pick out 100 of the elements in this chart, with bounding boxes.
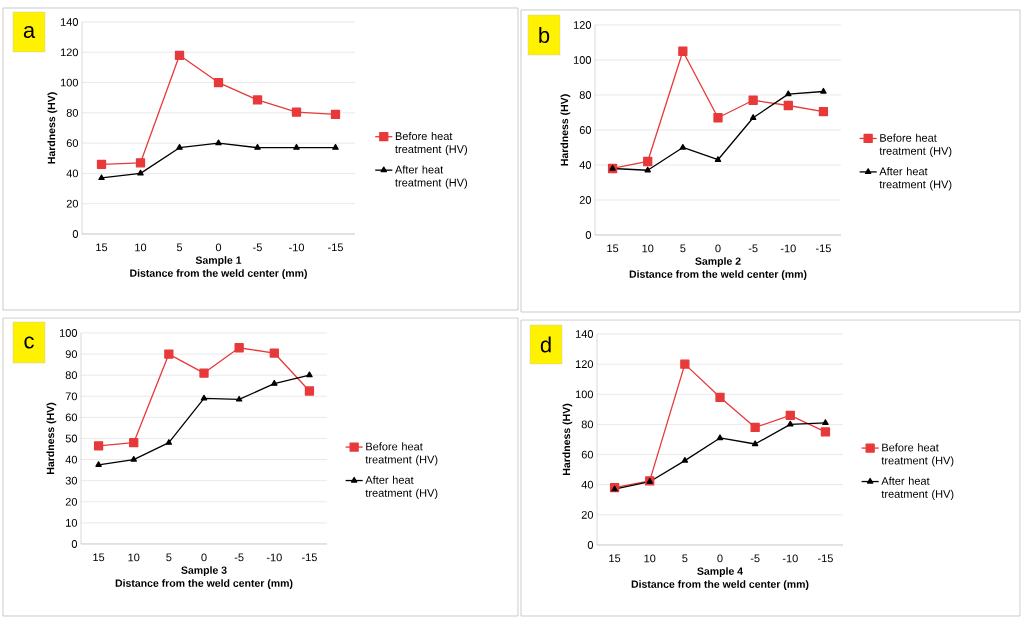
legend-label: Before heat treatment (HV)	[881, 443, 954, 467]
y-tick-label: 80	[66, 108, 79, 117]
point	[199, 368, 209, 378]
point	[750, 422, 760, 433]
y-tick-label: 140	[575, 330, 594, 338]
point	[165, 439, 173, 445]
point	[820, 87, 827, 94]
x-tick-label: 0	[201, 553, 207, 562]
x-axis-title: Distance from the weld center (mm)	[629, 270, 807, 280]
x-tick-label: 10	[644, 554, 656, 563]
point	[93, 441, 104, 451]
x-tick-label: -15	[817, 554, 833, 563]
point	[785, 410, 795, 421]
y-tick-label: 120	[60, 48, 79, 57]
text: Sample 3	[181, 566, 227, 576]
legend-label: After heat treatment (HV)	[879, 167, 952, 191]
y-tick-label: 20	[65, 497, 78, 506]
x-tick-label: 15	[607, 244, 619, 253]
x-tick-label: 0	[715, 244, 721, 253]
x-tick-label: 10	[642, 244, 654, 253]
y-tick-label: 0	[71, 540, 78, 548]
y-tick-label: 0	[72, 230, 79, 238]
y-tick-label: 100	[575, 390, 594, 399]
y-tick-label: 80	[581, 420, 594, 429]
y-tick-label: 40	[581, 480, 594, 489]
x-tick-label: -15	[328, 243, 343, 252]
x-tick-label: 15	[96, 243, 108, 252]
point	[164, 349, 174, 359]
x-tick-label: -5	[750, 554, 760, 563]
point	[749, 114, 757, 120]
legend-label: After heat treatment (HV)	[394, 165, 467, 189]
text: b	[539, 26, 550, 44]
point	[235, 395, 243, 402]
point	[137, 169, 144, 176]
point	[215, 139, 222, 146]
point	[304, 386, 315, 396]
point	[787, 420, 794, 427]
y-tick-label: 60	[65, 413, 78, 422]
x-tick-label: 10	[135, 243, 147, 252]
point	[681, 456, 689, 463]
y-tick-label: 80	[579, 91, 592, 99]
point	[269, 348, 279, 358]
y-axis-title: Hardness (HV)	[47, 92, 58, 164]
x-tick-label: -15	[815, 244, 831, 253]
x-tick-label: -10	[289, 243, 305, 252]
point	[293, 144, 300, 150]
point	[174, 50, 185, 60]
point	[751, 440, 759, 447]
x-tick-label: 5	[682, 554, 688, 563]
point	[748, 95, 758, 105]
point	[678, 46, 688, 56]
point	[96, 159, 107, 169]
text: a	[23, 25, 36, 39]
legend-label: After heat treatment (HV)	[365, 475, 438, 500]
x-tick-label: -15	[301, 553, 317, 562]
point	[785, 90, 792, 97]
x-tick-label: -5	[748, 244, 758, 253]
legend-label: Before heat treatment (HV)	[365, 442, 438, 466]
y-axis-title: Hardness (HV)	[562, 403, 573, 475]
point	[291, 107, 302, 117]
legend-label: Before heat treatment (HV)	[879, 133, 952, 157]
point	[98, 174, 105, 181]
point	[234, 343, 244, 353]
point	[330, 109, 341, 120]
y-tick-label: 30	[65, 476, 78, 485]
y-tick-label: 60	[581, 450, 594, 459]
x-tick-label: 15	[93, 553, 105, 562]
point	[332, 144, 339, 150]
y-tick-label: 0	[587, 541, 594, 549]
point	[176, 144, 183, 150]
point	[254, 144, 261, 150]
y-tick-label: 20	[579, 196, 592, 204]
y-tick-label: 90	[65, 350, 78, 358]
point	[783, 100, 793, 111]
point	[680, 359, 690, 369]
point	[714, 156, 722, 162]
point	[820, 427, 831, 437]
y-tick-label: 50	[65, 434, 78, 443]
y-tick-label: 80	[65, 371, 78, 380]
point	[822, 419, 829, 426]
point	[252, 95, 263, 105]
x-axis-title: Distance from the weld center (mm)	[130, 269, 307, 279]
x-tick-label: -10	[266, 553, 282, 562]
y-tick-label: 100	[573, 56, 592, 64]
y-tick-label: 120	[573, 21, 592, 29]
x-tick-label: 5	[166, 553, 172, 562]
point	[679, 143, 687, 150]
point	[306, 371, 313, 378]
y-tick-label: 100	[60, 78, 79, 87]
point	[271, 379, 278, 386]
x-tick-label: 0	[717, 554, 723, 563]
x-axis-title: Distance from the weld center (mm)	[115, 579, 293, 589]
x-tick-label: 0	[215, 243, 222, 252]
y-tick-label: 120	[575, 360, 594, 369]
point	[643, 156, 653, 167]
y-tick-label: 20	[581, 510, 594, 519]
y-tick-label: 0	[585, 231, 592, 239]
x-tick-label: 5	[176, 243, 183, 252]
y-tick-label: 40	[579, 161, 592, 169]
x-tick-label: -5	[253, 243, 262, 252]
